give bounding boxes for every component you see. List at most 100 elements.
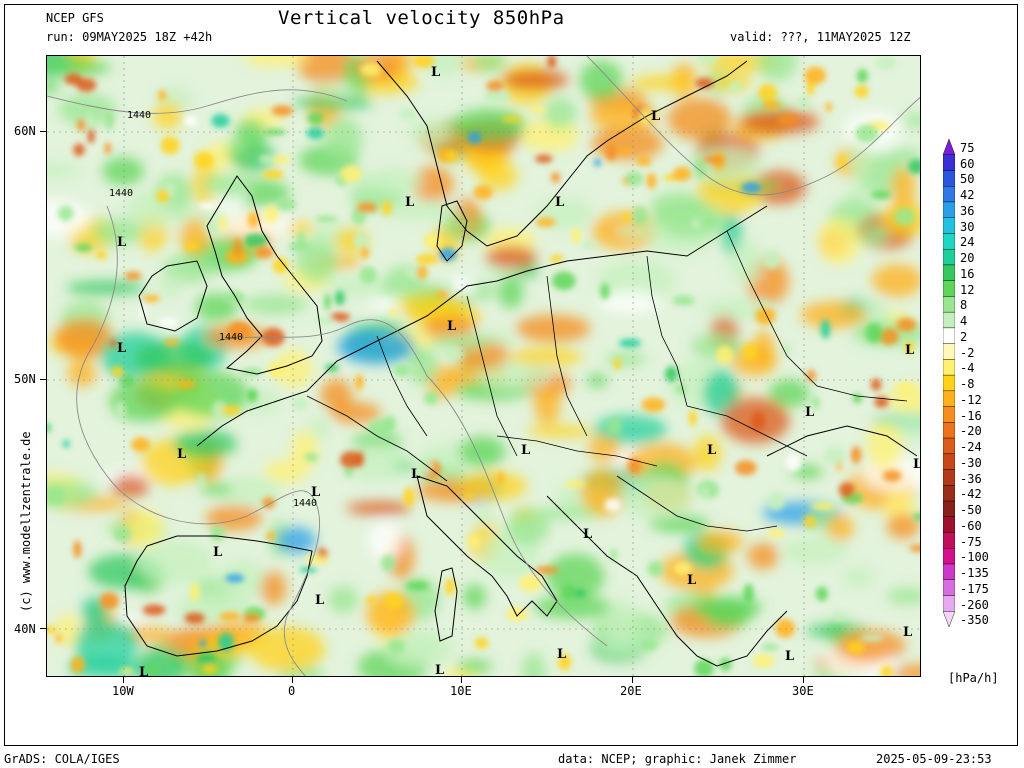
colorbar-swatch — [943, 595, 955, 612]
coastlines — [124, 60, 918, 667]
field-detail-cell — [329, 312, 351, 322]
field-cell — [276, 527, 316, 554]
field-cell — [730, 345, 778, 377]
lat-tick — [40, 131, 46, 132]
field-detail-cell — [691, 218, 701, 230]
field-detail-cell — [796, 95, 812, 110]
lon-tick — [803, 677, 804, 683]
field-detail-cell — [142, 294, 161, 303]
field-detail-cell — [896, 317, 917, 332]
field-detail-cell — [535, 566, 559, 574]
field-cell — [200, 483, 232, 496]
field-cell — [649, 515, 710, 533]
field-cell — [47, 59, 112, 76]
field-detail-cell — [243, 613, 261, 623]
field-detail-cell — [785, 453, 801, 472]
field-detail-cell — [272, 257, 289, 274]
field-cell — [871, 264, 920, 297]
field-detail-cell — [762, 643, 779, 651]
field-cell — [205, 505, 263, 531]
field-cell — [747, 543, 779, 570]
field-detail-cell — [57, 205, 74, 222]
field-detail-cell — [695, 77, 714, 89]
field-detail-cell — [273, 155, 290, 165]
field-cell — [791, 465, 824, 480]
colorbar-swatch — [943, 406, 955, 423]
field-cell — [889, 148, 920, 163]
colorbar-swatch — [943, 469, 955, 486]
isoline-label: 1440 — [219, 332, 243, 343]
field-detail-cell — [564, 480, 586, 488]
field-detail-cell — [856, 68, 868, 84]
field-detail-cell — [324, 293, 331, 311]
field-detail-cell — [131, 437, 151, 452]
colorbar-level-label: -42 — [960, 487, 982, 502]
field-detail-cell — [99, 592, 120, 610]
field-cell — [472, 56, 507, 73]
field-detail-cell — [212, 400, 228, 420]
lon-label-0: 0 — [288, 684, 296, 698]
field-detail-cell — [665, 366, 678, 382]
field-detail-cell — [184, 612, 205, 624]
valid-time: valid: ???, 11MAY2025 12Z — [730, 30, 911, 44]
colorbar-level-label: -30 — [960, 455, 982, 470]
field-cell — [243, 294, 307, 315]
field-detail-cell — [74, 243, 93, 252]
field-detail-cell — [218, 215, 227, 231]
field-detail-cell — [355, 374, 364, 391]
field-detail-cell — [604, 498, 621, 512]
field-detail-cell — [694, 659, 714, 676]
field-cell — [891, 664, 920, 676]
field-detail-cell — [613, 357, 621, 370]
render-timestamp: 2025-05-09-23:53 — [876, 752, 992, 766]
field-detail-cell — [158, 90, 167, 101]
field-detail-cell — [210, 526, 225, 542]
field-detail-cell — [73, 540, 82, 559]
field-detail-cell — [908, 159, 920, 175]
field-cell — [112, 474, 150, 498]
colorbar-swatch — [943, 264, 955, 281]
field-detail-cell — [368, 418, 393, 438]
field-cell — [692, 596, 763, 619]
field-detail-cell — [518, 574, 543, 592]
field-detail-cell — [271, 105, 294, 116]
field-cell — [157, 273, 183, 297]
field-detail-cell — [383, 593, 403, 609]
field-cell — [452, 108, 526, 143]
field-detail-cell — [307, 112, 324, 125]
field-cell — [264, 459, 308, 484]
field-detail-cell — [225, 573, 245, 583]
field-detail-cell — [142, 604, 166, 616]
field-cell — [367, 521, 403, 561]
field-cell — [506, 508, 550, 545]
low-pressure-marker: L — [913, 457, 921, 472]
isoline-labels: 1440 1440 1440 1440 — [109, 110, 317, 509]
field-detail-cell — [70, 656, 85, 674]
field-detail-cell — [880, 665, 893, 676]
field-detail-cell — [445, 577, 456, 596]
field-cell — [243, 56, 310, 67]
colorbar-swatch — [943, 343, 955, 360]
field-cell — [485, 245, 537, 269]
field-cell — [800, 301, 868, 329]
low-pressure-marker: L — [687, 573, 696, 588]
low-pressure-marker: L — [139, 665, 148, 677]
lon-label-20e: 20E — [620, 684, 642, 698]
field-detail-cell — [244, 233, 268, 248]
colorbar-swatch — [943, 532, 955, 549]
geopotential-contours — [47, 56, 920, 676]
field-detail-cell — [164, 339, 179, 346]
field-detail-cell — [734, 460, 757, 476]
field-detail-cell — [638, 108, 652, 124]
field-detail-cell — [315, 215, 338, 223]
field-detail-cell — [218, 632, 234, 652]
copyright-credit: (c) www.modellzentrale.de — [19, 431, 33, 612]
field-detail-cell — [340, 451, 362, 469]
low-pressure-markers: L L L L L L L L L L L L L L L L L L L L L L L L — [117, 65, 921, 677]
field-detail-cell — [225, 249, 249, 265]
low-pressure-marker: L — [557, 647, 566, 662]
low-pressure-marker: L — [707, 443, 716, 458]
low-pressure-marker: L — [521, 443, 530, 458]
field-cell — [588, 435, 622, 462]
